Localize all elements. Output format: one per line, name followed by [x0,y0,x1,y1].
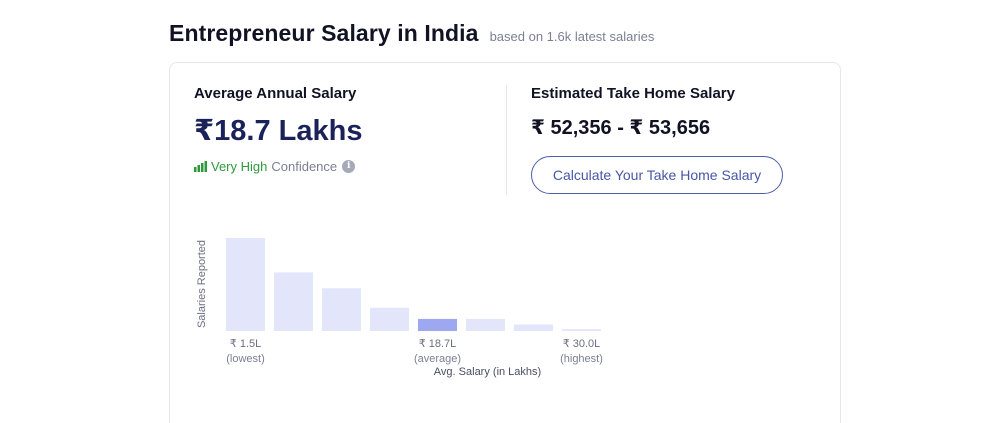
take-home-label: Estimated Take Home Salary [531,85,735,102]
salary-card: Average Annual Salary ₹18.7 Lakhs Very H… [169,62,841,423]
average-salary-label: Average Annual Salary [194,85,357,102]
x-tick-sublabel: (average) [414,353,461,365]
bar [322,288,361,331]
bar [466,318,505,331]
bar-average [418,318,457,331]
salary-count-subtitle: based on 1.6k latest salaries [489,29,655,44]
bar [562,329,601,331]
info-icon[interactable]: i [342,160,356,173]
take-home-value: ₹ 52,356 - ₹ 53,656 [531,117,711,139]
signal-bars-icon [194,161,207,172]
page-header: Entrepreneur Salary in India based on 1.… [169,20,654,47]
bar [274,272,313,331]
page-title: Entrepreneur Salary in India [169,20,479,46]
salary-distribution-chart: Salaries Reported ₹ 1.5L (lowest) ₹ 18.7L (a… [169,220,629,400]
y-axis-label: Salaries Reported [196,240,208,328]
calculate-take-home-button[interactable]: Calculate Your Take Home Salary [531,156,783,194]
x-tick-sublabel: (highest) [560,353,603,365]
section-divider [506,85,507,195]
salary-histogram: Salaries Reported ₹ 1.5L (lowest) ₹ 18.7L (a… [196,238,603,378]
confidence-indicator: Very High Confidence i [194,159,356,174]
bar [370,307,409,331]
x-tick-value: ₹ 1.5L [230,338,261,350]
average-salary-value: ₹18.7 Lakhs [194,115,363,147]
bar [226,238,265,331]
x-tick-sublabel: (lowest) [226,353,265,365]
x-tick-value: ₹ 18.7L [419,338,457,350]
confidence-text: Confidence [271,159,338,174]
confidence-level: Very High [211,159,268,174]
bar [514,324,553,331]
x-axis-label: Avg. Salary (in Lakhs) [434,366,541,378]
x-tick-value: ₹ 30.0L [563,338,601,350]
